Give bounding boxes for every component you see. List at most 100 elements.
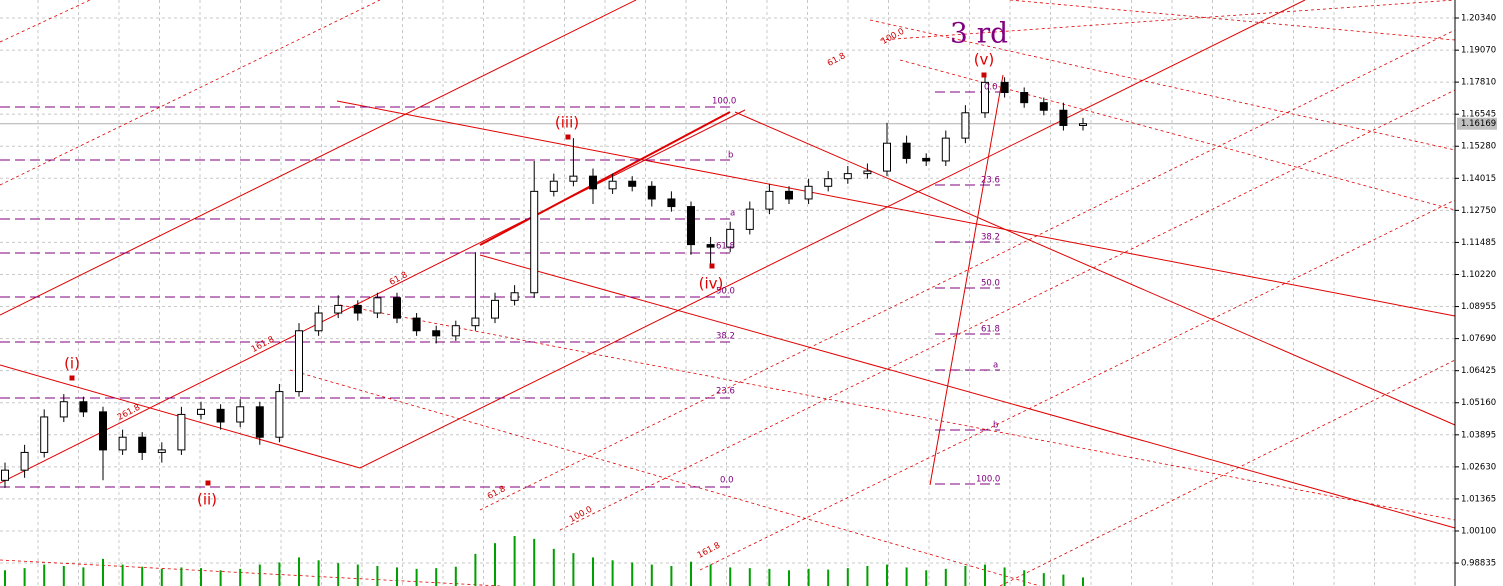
fib-label: 23.6 xyxy=(716,387,735,397)
fib-line xyxy=(929,74,1004,486)
volume-bar xyxy=(1062,574,1065,586)
volume-bar xyxy=(846,568,849,586)
volume-bar xyxy=(62,566,65,586)
candle-body xyxy=(295,330,303,393)
y-tick-label: 1.00100 xyxy=(1461,526,1496,536)
volume-bar xyxy=(102,558,104,586)
volume-bar xyxy=(1082,577,1084,586)
volume-bar xyxy=(592,557,594,586)
wave-label: (i) xyxy=(64,355,80,373)
volume-bar xyxy=(200,568,202,586)
candle-body xyxy=(491,299,499,319)
fib-label: 0.0 xyxy=(720,476,734,486)
volume-bar xyxy=(160,568,163,586)
candle-body xyxy=(177,413,186,451)
pitchfork-line xyxy=(336,100,1456,317)
candle-body xyxy=(589,175,597,190)
pitchfork-line xyxy=(359,0,1306,469)
fib-label: 38.2 xyxy=(716,332,735,342)
fib-label: 61.8 xyxy=(716,242,735,252)
wave-label: (v) xyxy=(974,51,995,69)
y-tick-label: 1.01365 xyxy=(1461,494,1496,504)
volume-bar xyxy=(121,564,124,586)
candle-body xyxy=(510,292,519,301)
pitchfork-dashed xyxy=(0,0,91,43)
pitchfork-dashed xyxy=(869,19,1456,151)
wave-label: (iii) xyxy=(555,114,579,132)
volume-bar xyxy=(396,567,398,586)
volume-bar xyxy=(788,570,790,586)
y-tick-label: 1.05160 xyxy=(1461,398,1496,408)
volume-bar xyxy=(925,570,928,586)
candle-body xyxy=(941,137,950,162)
volume-bar xyxy=(219,570,222,586)
volume-bar xyxy=(317,560,320,586)
pitchfork-line xyxy=(734,111,1456,426)
candle-body xyxy=(20,451,29,471)
annotation-title: 3 rd xyxy=(950,17,1008,50)
volume-bar xyxy=(984,564,986,586)
volume-bar xyxy=(1023,570,1026,586)
candle-body xyxy=(726,228,735,248)
candle-body xyxy=(353,304,362,314)
volume-bar xyxy=(1042,573,1045,586)
y-tick-label: 1.15280 xyxy=(1461,142,1496,152)
volume-bar xyxy=(533,538,536,586)
pitchfork-dashed xyxy=(879,0,1456,41)
volume-bar xyxy=(435,568,438,586)
candle-body xyxy=(40,416,49,453)
volume-bar xyxy=(944,568,947,586)
candle-body xyxy=(79,401,88,413)
volume-bar xyxy=(494,543,496,586)
volume-bar xyxy=(23,568,26,586)
fib-label: 38.2 xyxy=(981,233,1000,243)
volume-bar xyxy=(141,566,144,586)
volume-bar xyxy=(572,553,575,586)
volume-bar xyxy=(337,563,340,586)
wave-marker xyxy=(205,480,211,486)
volume-bar xyxy=(356,564,359,586)
y-tick-label: 1.03895 xyxy=(1461,430,1496,440)
volume-bar xyxy=(886,564,888,586)
fib-label: a xyxy=(993,361,998,371)
fib-label: b xyxy=(728,151,733,161)
fib-label: 50.0 xyxy=(716,287,735,297)
candle-body xyxy=(197,408,205,415)
candle-body xyxy=(863,170,872,175)
volume-bar xyxy=(768,568,771,586)
wave-marker xyxy=(709,263,715,269)
candle-body xyxy=(843,173,852,180)
pitchfork-dashed xyxy=(479,29,1456,511)
fib-label: 50.0 xyxy=(981,279,1000,289)
candle-body xyxy=(981,81,989,114)
pitchfork-dashed xyxy=(699,199,1456,571)
volume-bar xyxy=(827,569,830,586)
volume-bar xyxy=(258,564,261,586)
fib-label: 0.0 xyxy=(984,83,998,93)
candle-body xyxy=(628,180,637,187)
candle-body xyxy=(334,304,343,314)
candle-body xyxy=(608,180,617,190)
y-tick-label: 1.10220 xyxy=(1461,270,1496,280)
volume-bar xyxy=(4,570,6,586)
volume-bar xyxy=(298,557,300,586)
wave-marker xyxy=(981,72,987,78)
candle-body xyxy=(530,190,539,294)
volume-bar xyxy=(690,561,692,586)
volume-bar xyxy=(729,567,732,586)
volume-bar xyxy=(709,564,712,586)
candle-body xyxy=(961,112,970,139)
y-tick-label: 1.19070 xyxy=(1461,46,1496,56)
y-tick-label: 1.14015 xyxy=(1461,174,1496,184)
candle-body xyxy=(373,297,382,314)
candle-body xyxy=(236,406,245,423)
candle-body xyxy=(275,391,284,438)
volume-bar xyxy=(415,568,418,586)
volume-bar xyxy=(807,568,810,586)
wave-marker xyxy=(565,134,571,140)
candle-body xyxy=(549,180,558,192)
candle-body xyxy=(118,436,127,451)
fib-label: 61.8 xyxy=(981,325,1000,335)
